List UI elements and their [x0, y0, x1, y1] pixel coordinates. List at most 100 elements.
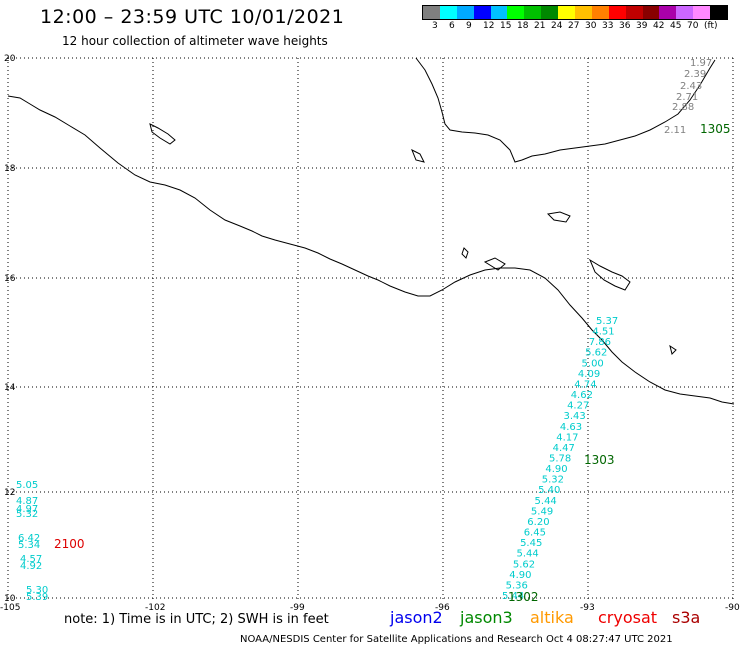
- color-scale-cell: [642, 6, 660, 19]
- legend-satellite-s3a: s3a: [672, 608, 701, 627]
- coastline-gulf: [415, 57, 716, 163]
- wave-height-label: 2.88: [672, 102, 694, 113]
- color-scale-label: 70: [687, 21, 699, 31]
- track-time-label: 1305: [700, 122, 731, 136]
- legend-note: note: 1) Time is in UTC; 2) SWH is in fe…: [64, 612, 329, 627]
- color-scale-cell: [507, 6, 525, 19]
- color-scale-label: 6: [449, 21, 455, 31]
- latitude-tick-label: 18: [4, 164, 16, 174]
- color-scale-bar: [422, 5, 728, 20]
- wave-height-label: 4.09: [578, 369, 600, 380]
- wave-height-label: 5.62: [585, 348, 607, 359]
- latitude-tick-label: 20: [4, 54, 16, 64]
- color-scale-cell: [575, 6, 592, 19]
- wave-height-label: 5.36: [506, 580, 528, 591]
- longitude-tick-label: -102: [145, 603, 165, 613]
- wave-height-label: 3.43: [563, 411, 585, 422]
- color-scale-label: 42: [653, 21, 665, 31]
- wave-height-label: 4.47: [553, 443, 575, 454]
- wave-height-label: 5.00: [582, 358, 604, 369]
- legend-satellite-altika: altika: [530, 608, 574, 627]
- color-scale-cell: [659, 6, 677, 19]
- color-scale-cell: [473, 6, 491, 19]
- wave-height-label: 2.71: [676, 92, 698, 103]
- color-scale-label: 3: [432, 21, 438, 31]
- color-scale-cell: [541, 6, 559, 19]
- color-scale-labels: 3 6 9 12 15 18 21 24 27 30 33 36 39 42 45 70 (ft): [422, 21, 740, 35]
- wave-height-label: 7.86: [589, 337, 611, 348]
- color-scale-label: 9: [466, 21, 472, 31]
- color-scale-label: 33: [602, 21, 614, 31]
- color-scale-label: 27: [568, 21, 580, 31]
- latitude-tick-label: 10: [4, 594, 16, 604]
- latitude-tick-label: 16: [4, 274, 16, 284]
- wave-height-label: 6.45: [524, 528, 546, 539]
- color-scale-cell: [558, 6, 576, 19]
- lat-lon-grid: -105 -102 -99 -96 -93 -90 20 18 16 14 12 10: [0, 54, 740, 613]
- wave-height-label: 4.63: [560, 422, 582, 433]
- island-small-5: [461, 247, 469, 259]
- island-small-6: [669, 344, 677, 355]
- footer-credit: NOAA/NESDIS Center for Satellite Applica…: [240, 634, 673, 645]
- island-small-1: [149, 123, 176, 145]
- wave-height-label: 4.51: [592, 327, 614, 338]
- color-scale-label: 12: [483, 21, 495, 31]
- color-scale-label: 18: [517, 21, 529, 31]
- color-scale-cell: [608, 6, 626, 19]
- page-subtitle: 12 hour collection of altimeter wave hei…: [62, 34, 328, 48]
- wave-height-label: 5.78: [549, 454, 571, 465]
- longitude-tick-label: -99: [290, 603, 305, 613]
- wave-height-label: 5.32: [16, 509, 38, 520]
- wave-height-label: 5.44: [502, 591, 524, 602]
- island-small-2: [411, 148, 425, 163]
- wave-height-label: 2.39: [684, 69, 706, 80]
- wave-height-label: 5.05: [16, 480, 38, 491]
- wave-height-label: 4.90: [509, 570, 531, 581]
- color-scale-label: 15: [500, 21, 512, 31]
- wave-height-label: 4.90: [545, 464, 567, 475]
- latitude-tick-label: 14: [4, 383, 16, 393]
- wave-height-label: 5.30: [26, 585, 48, 596]
- coastline-pacific: [7, 95, 735, 405]
- color-scale-cell: [591, 6, 609, 19]
- color-scale-cell: [456, 6, 474, 19]
- wave-height-label: 5.49: [531, 506, 553, 517]
- wave-height-label: 4.17: [556, 432, 578, 443]
- wave-height-label: 2.11: [664, 125, 686, 136]
- wave-height-label: 4.92: [20, 561, 42, 572]
- longitude-tick-label: -90: [725, 603, 740, 613]
- color-scale-label: 30: [585, 21, 597, 31]
- color-scale-label: 21: [534, 21, 546, 31]
- coastline: [7, 57, 735, 405]
- color-scale-cell: [524, 6, 542, 19]
- wave-height-label: 6.42: [18, 533, 40, 544]
- wave-height-label: 5.44: [516, 549, 538, 560]
- wave-height-label: 5.34: [18, 540, 40, 551]
- wave-height-label: 4.62: [571, 390, 593, 401]
- wave-height-label: 4.97: [16, 504, 38, 515]
- color-scale-label: 39: [636, 21, 648, 31]
- color-scale-label: 36: [619, 21, 631, 31]
- wave-height-label: 4.57: [20, 554, 42, 565]
- legend-satellite-cryosat: cryosat: [598, 608, 658, 627]
- wave-height-label: 4.74: [574, 379, 596, 390]
- color-scale-cell: [693, 6, 711, 19]
- wave-height-label: 2.43: [680, 81, 702, 92]
- latitude-tick-label: 12: [4, 488, 15, 498]
- wave-height-label: 5.40: [538, 485, 560, 496]
- page-title: 12:00 – 23:59 UTC 10/01/2021: [40, 6, 345, 28]
- color-scale-cell: [710, 6, 728, 19]
- wave-height-label: 5.62: [513, 559, 535, 570]
- color-scale-cell: [490, 6, 508, 19]
- color-scale-label: 24: [551, 21, 563, 31]
- color-scale-cell: [423, 6, 440, 19]
- color-scale-label: (ft): [704, 21, 718, 31]
- wave-height-label: 5.44: [535, 496, 557, 507]
- track-time-label: 2100: [54, 537, 85, 551]
- wave-height-labels: 1.972.392.432.712.88 2.11 1305 5.374.517.86…: [16, 58, 731, 604]
- longitude-tick-label: -93: [580, 603, 595, 613]
- wave-height-label: 4.27: [567, 401, 589, 412]
- wave-height-label: 6.20: [527, 517, 549, 528]
- wave-height-label: 1.97: [690, 58, 712, 69]
- legend-satellite-jason3: jason3: [460, 608, 513, 627]
